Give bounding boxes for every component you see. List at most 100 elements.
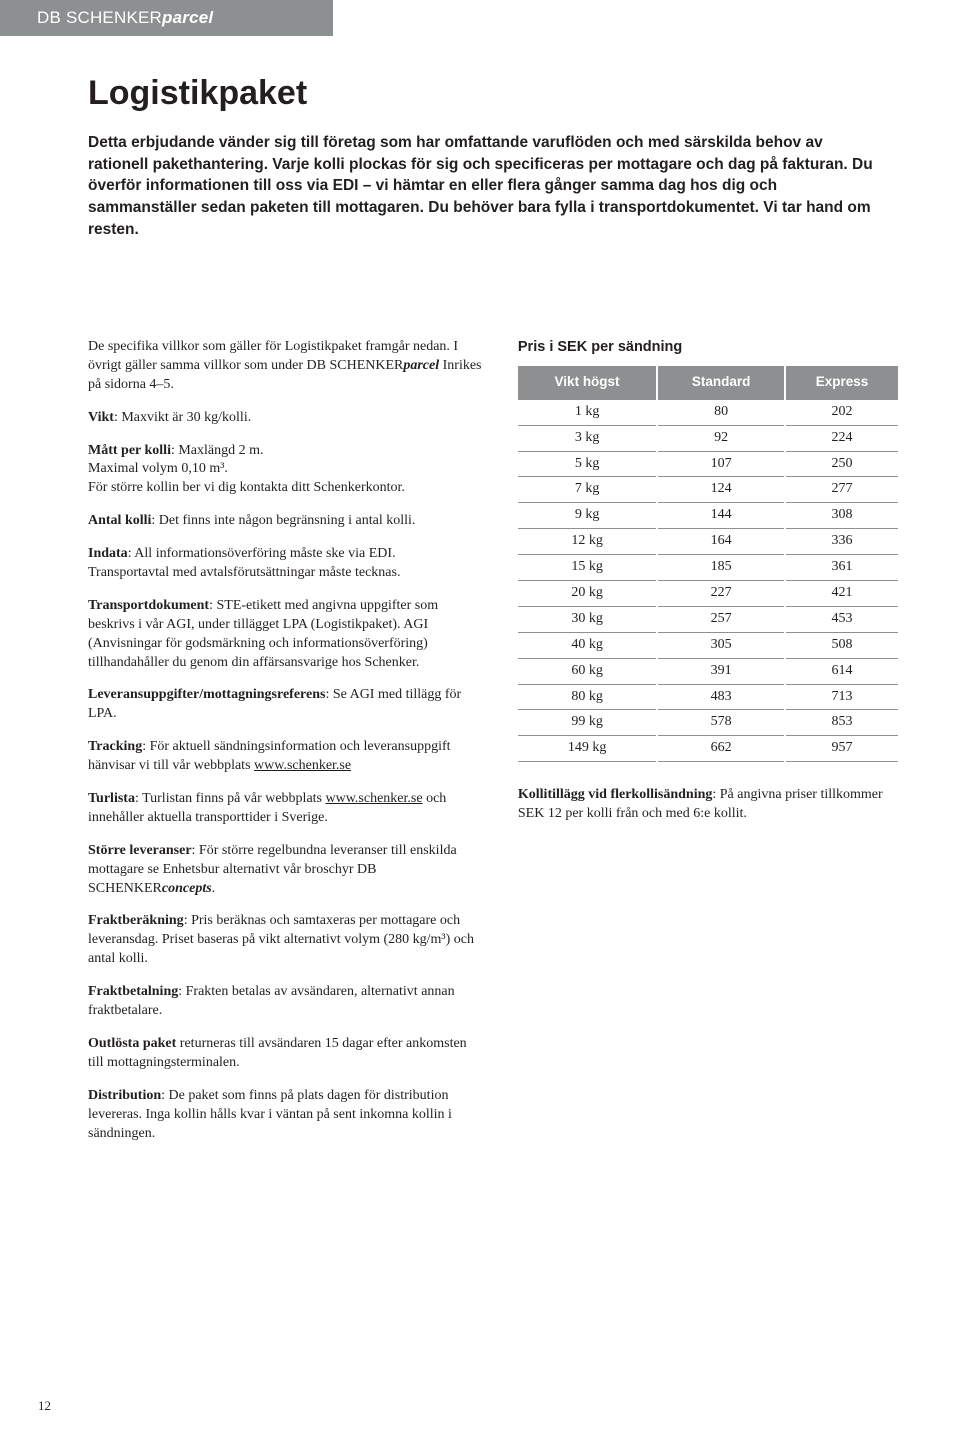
frakt-label: Fraktberäkning — [88, 913, 184, 928]
table-cell: 80 — [657, 399, 785, 425]
tracking-label: Tracking — [88, 739, 142, 754]
transport-paragraph: Transportdokument: STE-etikett med angiv… — [88, 597, 482, 673]
table-cell: 124 — [657, 477, 785, 503]
table-cell: 9 kg — [518, 503, 657, 529]
price-title: Pris i SEK per sändning — [518, 338, 898, 358]
intro-paragraph: De specifika villkor som gäller för Logi… — [88, 338, 482, 395]
table-cell: 578 — [657, 710, 785, 736]
turlista-label: Turlista — [88, 791, 135, 806]
price-table: Vikt högst Standard Express 1 kg802023 k… — [518, 366, 898, 763]
table-row: 40 kg305508 — [518, 632, 898, 658]
vikt-label: Vikt — [88, 410, 114, 425]
table-cell: 361 — [785, 555, 898, 581]
table-cell: 614 — [785, 658, 898, 684]
right-column: Pris i SEK per sändning Vikt högst Stand… — [518, 338, 898, 1157]
matt-line3: För större kollin ber vi dig kontakta di… — [88, 480, 405, 495]
antal-label: Antal kolli — [88, 513, 151, 528]
matt-label: Mått per kolli — [88, 443, 171, 458]
table-row: 15 kg185361 — [518, 555, 898, 581]
turlista-paragraph: Turlista: Turlistan finns på vår webbpla… — [88, 790, 482, 828]
outlosta-paragraph: Outlösta paket returneras till avsändare… — [88, 1035, 482, 1073]
brand-header: DB SCHENKERparcel — [0, 0, 333, 36]
table-cell: 107 — [657, 451, 785, 477]
fraktbetalning-paragraph: Fraktbetalning: Frakten betalas av avsän… — [88, 983, 482, 1021]
table-cell: 3 kg — [518, 425, 657, 451]
table-cell: 15 kg — [518, 555, 657, 581]
table-cell: 149 kg — [518, 736, 657, 762]
table-cell: 7 kg — [518, 477, 657, 503]
price-header-weight: Vikt högst — [518, 366, 657, 399]
table-row: 7 kg124277 — [518, 477, 898, 503]
table-cell: 5 kg — [518, 451, 657, 477]
table-cell: 227 — [657, 581, 785, 607]
table-cell: 224 — [785, 425, 898, 451]
storre-brand: concepts — [162, 881, 212, 896]
matt-text: : Maxlängd 2 m. — [171, 443, 264, 458]
tracking-link[interactable]: www.schenker.se — [254, 758, 351, 773]
table-cell: 662 — [657, 736, 785, 762]
table-cell: 1 kg — [518, 399, 657, 425]
kolli-note: Kollitillägg vid flerkollisändning: På a… — [518, 786, 898, 824]
table-row: 20 kg227421 — [518, 581, 898, 607]
content-columns: De specifika villkor som gäller för Logi… — [88, 338, 898, 1157]
table-row: 149 kg662957 — [518, 736, 898, 762]
table-cell: 277 — [785, 477, 898, 503]
table-row: 5 kg107250 — [518, 451, 898, 477]
table-row: 60 kg391614 — [518, 658, 898, 684]
brand-prefix: DB SCHENKER — [37, 8, 162, 27]
table-cell: 305 — [657, 632, 785, 658]
document-page: DB SCHENKERparcel Logistikpaket Detta er… — [0, 0, 960, 1442]
price-header-express: Express — [785, 366, 898, 399]
distribution-paragraph: Distribution: De paket som finns på plat… — [88, 1087, 482, 1144]
turlista-text1: : Turlistan finns på vår webbplats — [135, 791, 326, 806]
kolli-label: Kollitillägg vid flerkollisändning — [518, 787, 712, 802]
price-header-standard: Standard — [657, 366, 785, 399]
table-row: 80 kg483713 — [518, 684, 898, 710]
table-row: 9 kg144308 — [518, 503, 898, 529]
transport-label: Transportdokument — [88, 598, 209, 613]
antal-text: : Det finns inte någon begränsning i ant… — [151, 513, 415, 528]
indata-paragraph: Indata: All informationsöverföring måste… — [88, 545, 482, 583]
lead-paragraph: Detta erbjudande vänder sig till företag… — [88, 132, 878, 240]
table-cell: 185 — [657, 555, 785, 581]
fraktbet-label: Fraktbetalning — [88, 984, 178, 999]
table-row: 1 kg80202 — [518, 399, 898, 425]
table-cell: 20 kg — [518, 581, 657, 607]
storre-text2: . — [212, 881, 216, 896]
table-cell: 30 kg — [518, 606, 657, 632]
left-column: De specifika villkor som gäller för Logi… — [88, 338, 482, 1157]
table-cell: 713 — [785, 684, 898, 710]
intro-brand: parcel — [403, 358, 439, 373]
table-cell: 508 — [785, 632, 898, 658]
table-row: 3 kg92224 — [518, 425, 898, 451]
table-cell: 12 kg — [518, 529, 657, 555]
vikt-text: : Maxvikt är 30 kg/kolli. — [114, 410, 251, 425]
table-row: 12 kg164336 — [518, 529, 898, 555]
outlosta-label: Outlösta paket — [88, 1036, 176, 1051]
table-row: 99 kg578853 — [518, 710, 898, 736]
table-cell: 202 — [785, 399, 898, 425]
table-cell: 60 kg — [518, 658, 657, 684]
table-cell: 957 — [785, 736, 898, 762]
storre-label: Större leveranser — [88, 843, 192, 858]
brand-suffix: parcel — [162, 8, 213, 27]
indata-line1: : All informationsöverföring måste ske v… — [128, 546, 396, 561]
turlista-link[interactable]: www.schenker.se — [326, 791, 423, 806]
antal-paragraph: Antal kolli: Det finns inte någon begrän… — [88, 512, 482, 531]
price-header-row: Vikt högst Standard Express — [518, 366, 898, 399]
table-cell: 483 — [657, 684, 785, 710]
table-cell: 391 — [657, 658, 785, 684]
table-cell: 308 — [785, 503, 898, 529]
table-cell: 40 kg — [518, 632, 657, 658]
page-title: Logistikpaket — [88, 74, 307, 113]
table-cell: 257 — [657, 606, 785, 632]
indata-label: Indata — [88, 546, 128, 561]
leverans-label: Leveransuppgifter/mottagningsreferens — [88, 687, 325, 702]
table-cell: 92 — [657, 425, 785, 451]
tracking-paragraph: Tracking: För aktuell sändningsinformati… — [88, 738, 482, 776]
table-cell: 164 — [657, 529, 785, 555]
table-cell: 336 — [785, 529, 898, 555]
page-number: 12 — [38, 1398, 51, 1414]
table-cell: 99 kg — [518, 710, 657, 736]
leverans-paragraph: Leveransuppgifter/mottagningsreferens: S… — [88, 686, 482, 724]
